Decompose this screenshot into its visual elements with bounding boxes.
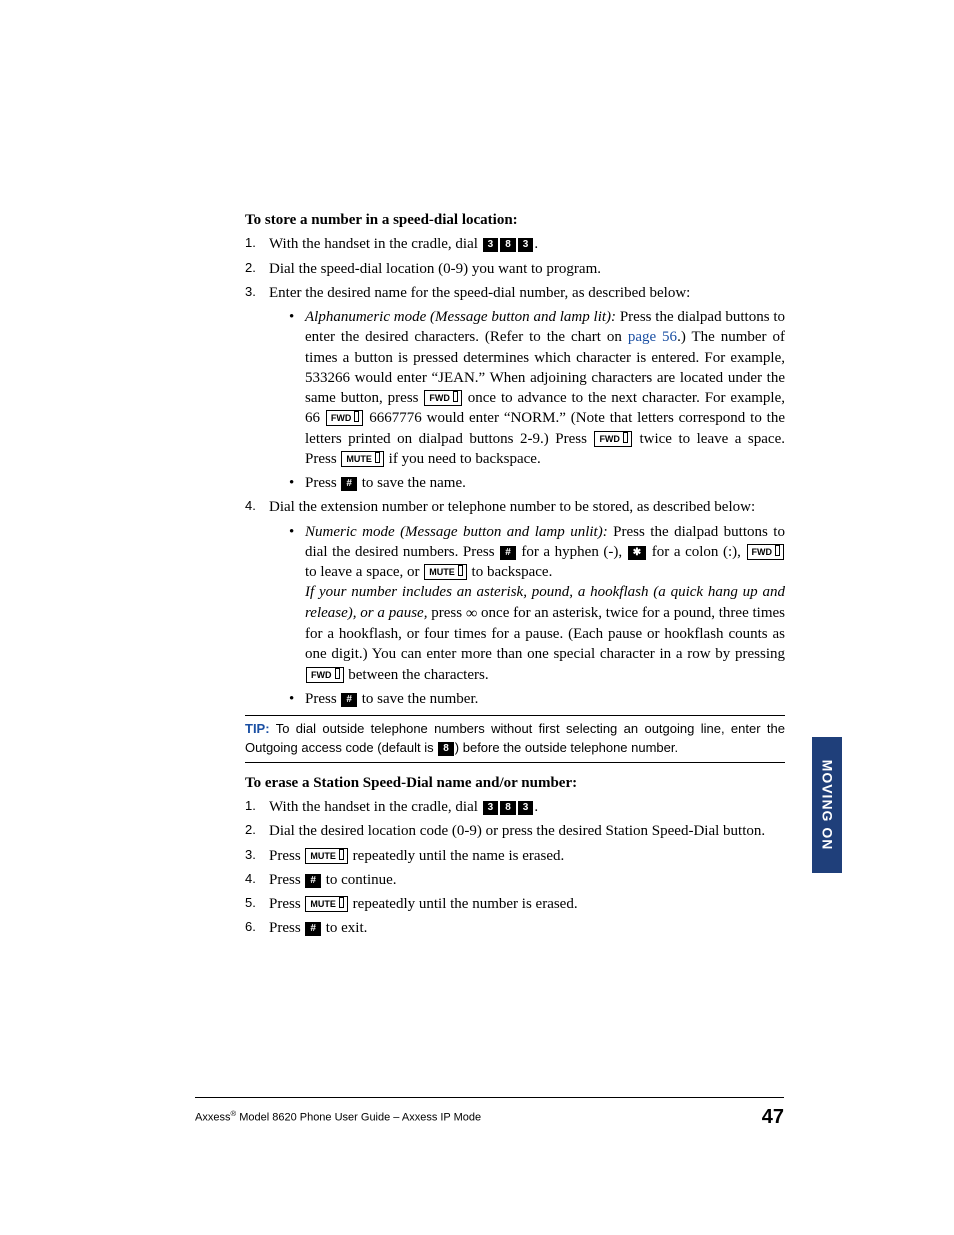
text: to leave a space, or	[305, 564, 423, 580]
text: repeatedly until the name is erased.	[349, 848, 564, 864]
section2-heading: To erase a Station Speed-Dial name and/o…	[245, 773, 785, 793]
page-link[interactable]: page 56	[628, 329, 677, 345]
text: Press	[269, 896, 304, 912]
list-item: 2. Dial the desired location code (0-9) …	[245, 821, 785, 841]
list-item: 2. Dial the speed-dial location (0-9) yo…	[245, 259, 785, 279]
text: Dial the extension number or telephone n…	[269, 499, 755, 515]
text: Press	[305, 475, 340, 491]
text: for a colon (:),	[647, 544, 745, 560]
side-tab: MOVING ON	[812, 737, 842, 873]
text: press	[427, 605, 465, 621]
lead: Alphanumeric mode (Message button and la…	[305, 309, 616, 325]
list-item: 6. Press # to exit.	[245, 918, 785, 938]
text: Dial the speed-dial location (0-9) you w…	[269, 261, 601, 277]
main-content: To store a number in a speed-dial locati…	[245, 210, 785, 939]
list-item: 4. Press # to continue.	[245, 870, 785, 890]
section1-heading: To store a number in a speed-dial locati…	[245, 210, 785, 230]
bullet-item: Press # to save the name.	[269, 473, 785, 493]
text: to backspace.	[468, 564, 553, 580]
list-item: 1. With the handset in the cradle, dial …	[245, 234, 785, 254]
key-mute: MUTE	[305, 896, 348, 912]
key-star: ✱	[628, 546, 646, 560]
footer: Axxess® Model 8620 Phone User Guide – Ax…	[195, 1097, 784, 1131]
key-3: 3	[483, 238, 499, 252]
infinity-icon: ∞	[466, 605, 477, 622]
key-3: 3	[483, 801, 499, 815]
text: if you need to backspace.	[385, 451, 541, 467]
key-fwd: FWD	[747, 544, 785, 560]
key-hash: #	[500, 546, 516, 560]
text: Press	[269, 848, 304, 864]
bullet-item: Press # to save the number.	[269, 689, 785, 709]
text: ) before the outside telephone number.	[455, 740, 678, 755]
bullet-item: Alphanumeric mode (Message button and la…	[269, 307, 785, 469]
key-hash: #	[305, 922, 321, 936]
text: to exit.	[322, 920, 367, 936]
key-mute: MUTE	[424, 564, 467, 580]
key-3: 3	[518, 801, 534, 815]
footer-text: Axxess® Model 8620 Phone User Guide – Ax…	[195, 1109, 481, 1126]
text: With the handset in the cradle, dial	[269, 799, 482, 815]
text: Dial the desired location code (0-9) or …	[269, 823, 765, 839]
text: to save the number.	[358, 691, 478, 707]
text: Enter the desired name for the speed-dia…	[269, 285, 690, 301]
text: .	[534, 799, 538, 815]
text: Press	[269, 872, 304, 888]
key-fwd: FWD	[424, 390, 462, 406]
text: to save the name.	[358, 475, 466, 491]
key-mute: MUTE	[305, 848, 348, 864]
list-item: 4. Dial the extension number or telephon…	[245, 497, 785, 709]
key-fwd: FWD	[306, 667, 344, 683]
page-number: 47	[762, 1104, 784, 1131]
text: repeatedly until the number is erased.	[349, 896, 578, 912]
section2-list: 1. With the handset in the cradle, dial …	[245, 797, 785, 939]
key-hash: #	[341, 693, 357, 707]
key-hash: #	[341, 477, 357, 491]
key-mute: MUTE	[341, 451, 384, 467]
section1-list: 1. With the handset in the cradle, dial …	[245, 234, 785, 709]
bullet-item: Numeric mode (Message button and lamp un…	[269, 522, 785, 685]
key-fwd: FWD	[326, 410, 364, 426]
key-8: 8	[438, 742, 454, 756]
text: to continue.	[322, 872, 397, 888]
text: .	[534, 236, 538, 252]
side-tab-label: MOVING ON	[818, 760, 837, 851]
list-item: 3. Press MUTE repeatedly until the name …	[245, 846, 785, 866]
key-8: 8	[500, 238, 516, 252]
text: for a hyphen (-),	[517, 544, 627, 560]
tip-label: TIP:	[245, 721, 270, 736]
key-8: 8	[500, 801, 516, 815]
footer-rule	[195, 1097, 784, 1098]
list-item: 3. Enter the desired name for the speed-…	[245, 283, 785, 494]
tip-box: TIP: To dial outside telephone numbers w…	[245, 715, 785, 763]
lead: Numeric mode (Message button and lamp un…	[305, 524, 608, 540]
key-hash: #	[305, 874, 321, 888]
text: Press	[305, 691, 340, 707]
list-item: 1. With the handset in the cradle, dial …	[245, 797, 785, 817]
list-item: 5. Press MUTE repeatedly until the numbe…	[245, 894, 785, 914]
key-3: 3	[518, 238, 534, 252]
text: between the characters.	[345, 667, 489, 683]
key-fwd: FWD	[594, 431, 632, 447]
text: With the handset in the cradle, dial	[269, 236, 482, 252]
text: Press	[269, 920, 304, 936]
